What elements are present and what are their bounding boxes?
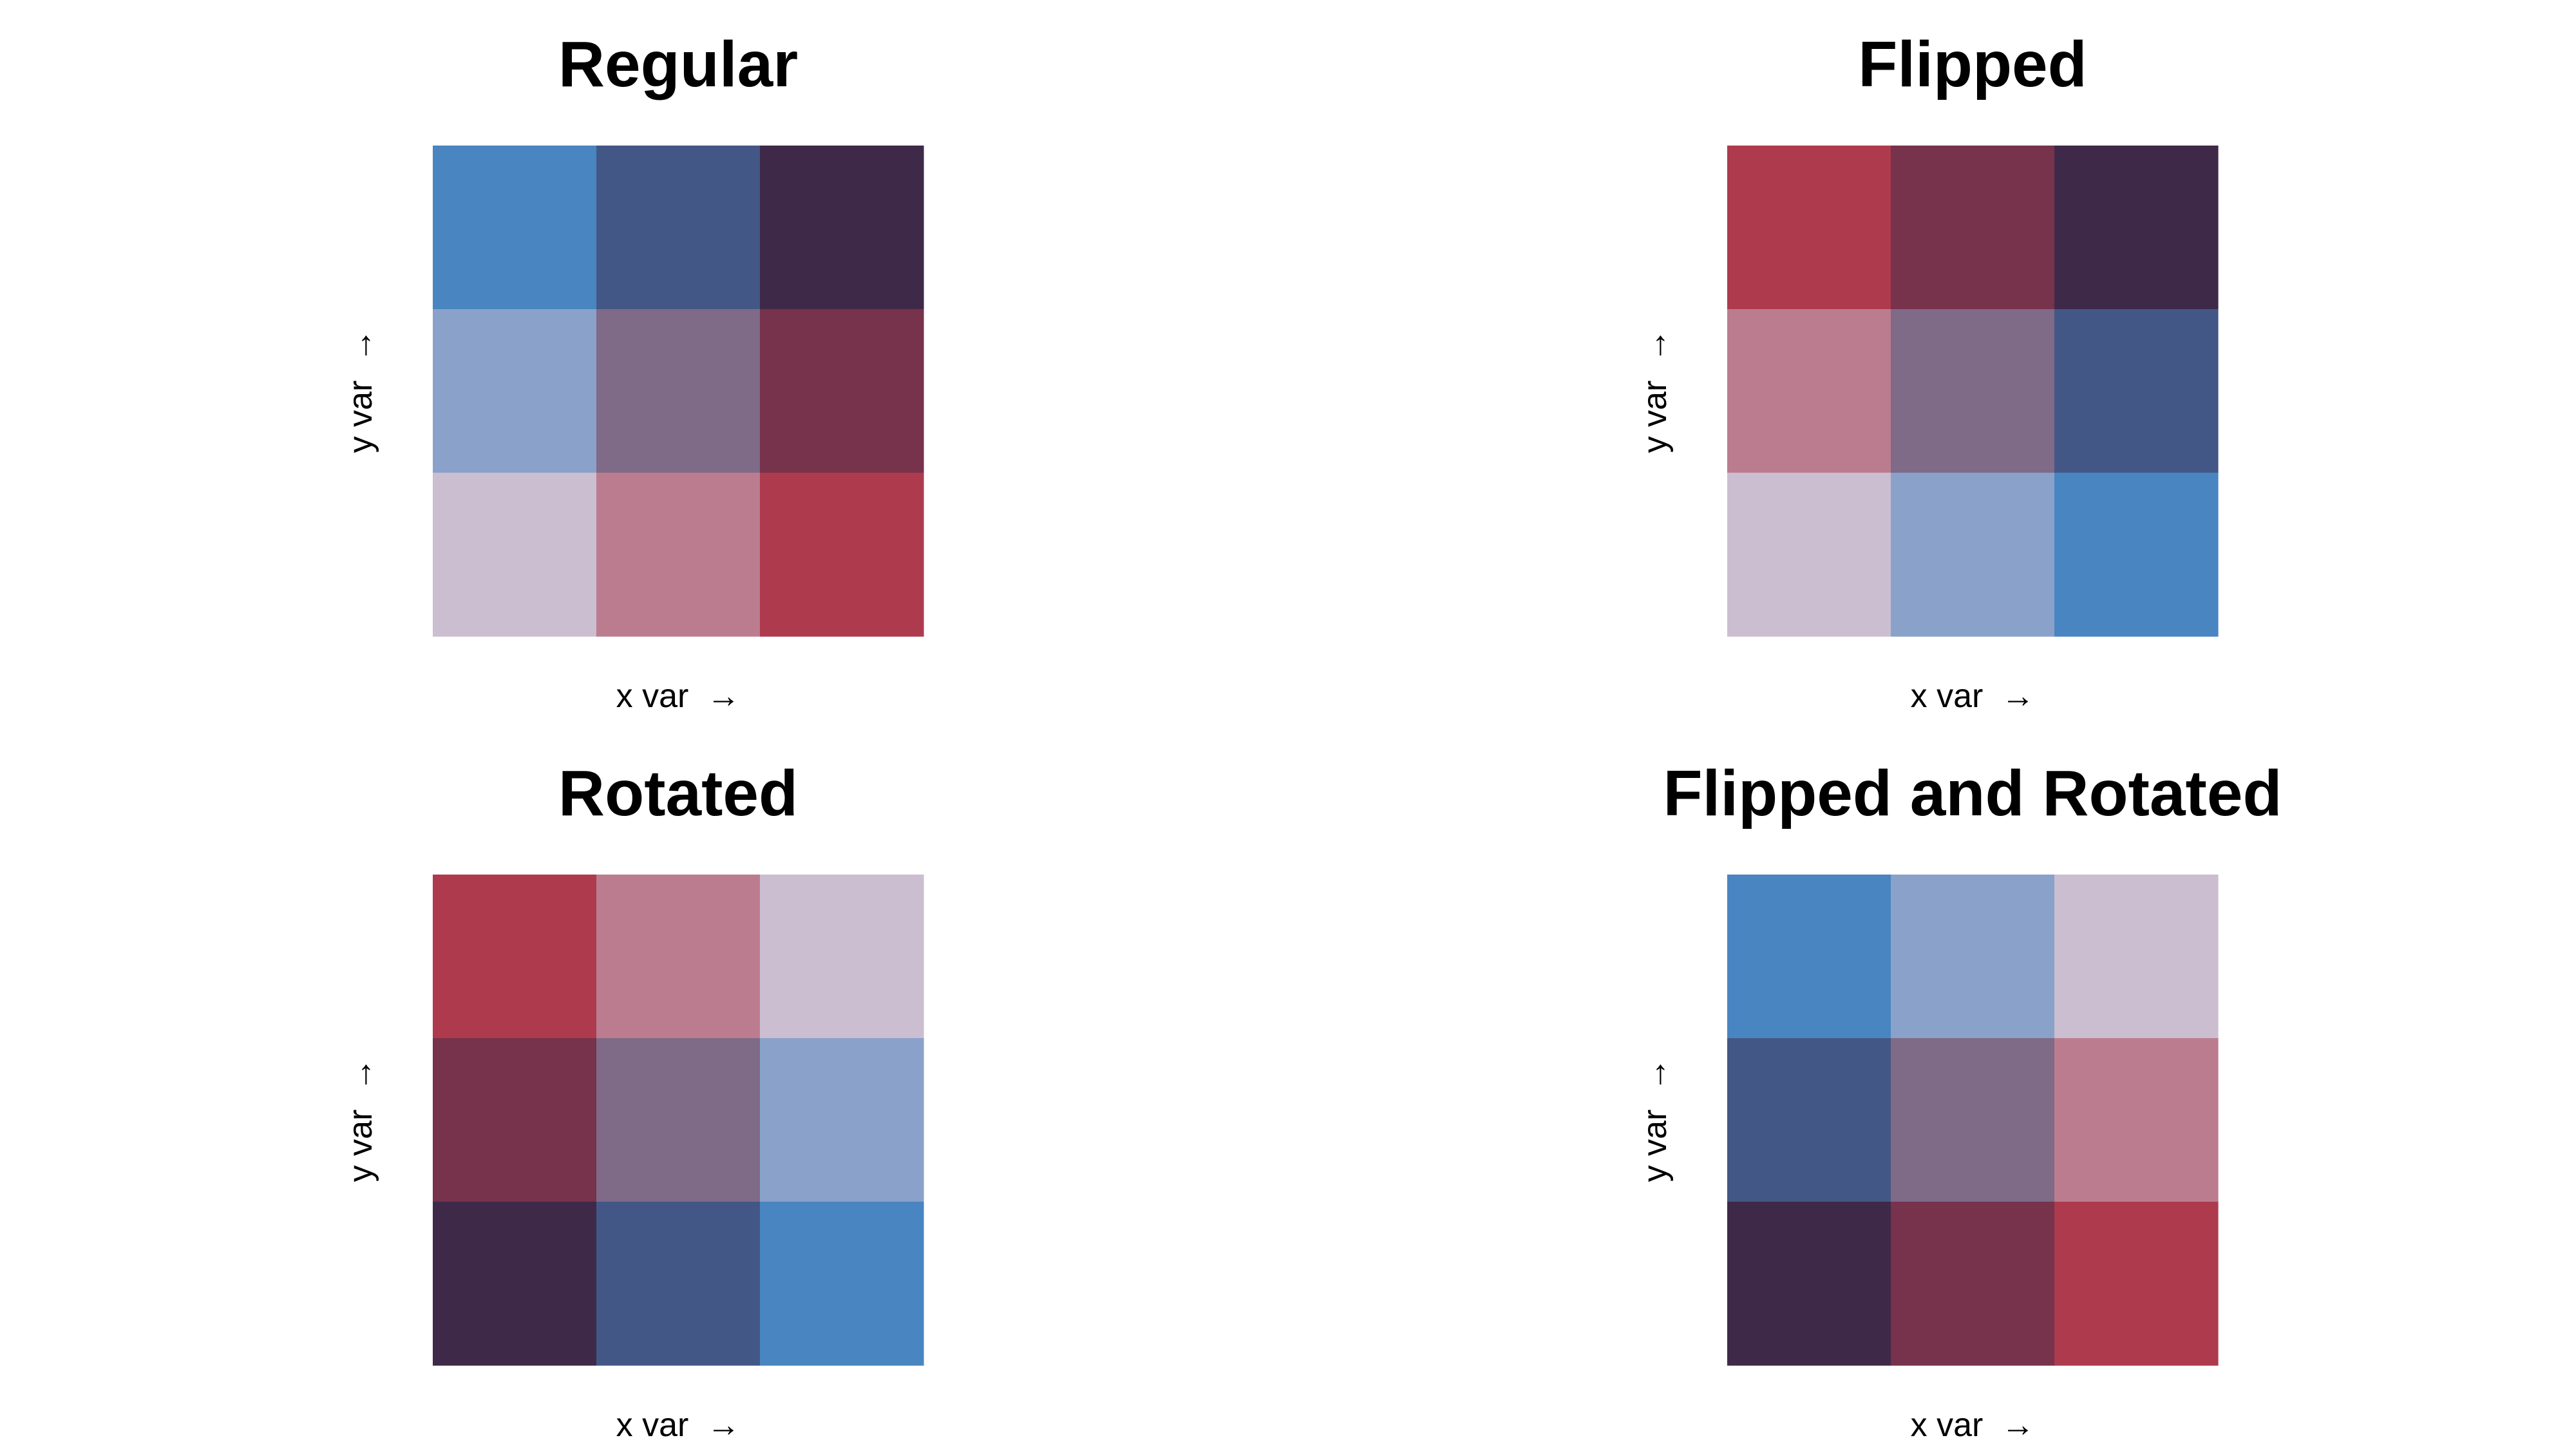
x-axis-label: x var → bbox=[1911, 677, 2035, 715]
x-axis-label-text: x var bbox=[616, 1406, 689, 1444]
heatmap-cell bbox=[1891, 473, 2055, 637]
heatmap-panel: Rotated x var → y var → bbox=[342, 757, 924, 1444]
heatmap-cell bbox=[2054, 146, 2219, 310]
x-axis-label-text: x var bbox=[616, 677, 689, 715]
x-axis-arrow: → bbox=[706, 1406, 740, 1444]
heatmap-cell bbox=[1891, 146, 2055, 310]
heatmap-cell bbox=[433, 1038, 597, 1202]
heatmap-cell bbox=[1727, 1202, 1891, 1366]
y-axis-label-text: y var bbox=[342, 1110, 379, 1182]
heatmap-cell bbox=[1891, 1038, 2055, 1202]
heatmap-cell bbox=[433, 473, 597, 637]
heatmap-cell bbox=[596, 1038, 761, 1202]
panel-title: Flipped and Rotated bbox=[1663, 757, 2282, 829]
heatmap-cell bbox=[1891, 309, 2055, 473]
heatmap-cell bbox=[596, 875, 761, 1039]
y-axis-label-text: y var bbox=[342, 381, 379, 453]
y-axis-arrow: → bbox=[1636, 329, 1674, 363]
heatmap-cell bbox=[433, 1202, 597, 1366]
heatmap-cell bbox=[2054, 473, 2219, 637]
heatmap-cell bbox=[2054, 875, 2219, 1039]
heatmap-cell bbox=[433, 309, 597, 473]
heatmap-panel: Flipped x var → y var → bbox=[1636, 28, 2219, 715]
y-axis-label-text: y var bbox=[1636, 1110, 1674, 1182]
heatmap-cell bbox=[1727, 473, 1891, 637]
x-axis-arrow: → bbox=[2001, 1406, 2034, 1444]
y-axis-label: y var → bbox=[342, 1058, 379, 1182]
panel-title: Flipped bbox=[1858, 28, 2087, 100]
y-axis-arrow: → bbox=[342, 1058, 379, 1092]
heatmap-cell bbox=[596, 309, 761, 473]
y-axis-arrow: → bbox=[1636, 1058, 1674, 1092]
heatmap-cell bbox=[760, 875, 924, 1039]
y-axis-label-text: y var bbox=[1636, 381, 1674, 453]
y-axis-arrow: → bbox=[342, 329, 379, 363]
heatmap-cell bbox=[760, 309, 924, 473]
heatmap-cell bbox=[1727, 1038, 1891, 1202]
heatmap-cell bbox=[1727, 875, 1891, 1039]
heatmap-panel: Regular x var → y var → bbox=[342, 28, 924, 715]
x-axis-arrow: → bbox=[706, 677, 740, 715]
x-axis-label-text: x var bbox=[1911, 677, 1984, 715]
heatmap-panel: Flipped and Rotated x var → y var → bbox=[1636, 757, 2282, 1444]
heatmap-cell bbox=[1727, 309, 1891, 473]
heatmap-cell bbox=[596, 146, 761, 310]
x-axis-label: x var → bbox=[1911, 1406, 2035, 1444]
heatmap-cell bbox=[433, 875, 597, 1039]
y-axis-label: y var → bbox=[342, 329, 379, 453]
heatmap-cell bbox=[760, 146, 924, 310]
x-axis-label: x var → bbox=[616, 1406, 741, 1444]
heatmap-cell bbox=[2054, 1038, 2219, 1202]
heatmap-cell bbox=[1891, 1202, 2055, 1366]
heatmap-cell bbox=[760, 1202, 924, 1366]
x-axis-label: x var → bbox=[616, 677, 741, 715]
heatmap-cell bbox=[760, 473, 924, 637]
y-axis-label: y var → bbox=[1636, 1058, 1674, 1182]
panel-title: Rotated bbox=[558, 757, 798, 829]
x-axis-arrow: → bbox=[2001, 677, 2034, 715]
heatmap-cell bbox=[596, 473, 761, 637]
y-axis-label: y var → bbox=[1636, 329, 1674, 453]
heatmap-cell bbox=[2054, 1202, 2219, 1366]
heatmap-cell bbox=[760, 1038, 924, 1202]
heatmap-cell bbox=[1891, 875, 2055, 1039]
panel-title: Regular bbox=[558, 28, 798, 100]
heatmap-cell bbox=[596, 1202, 761, 1366]
heatmap-cell bbox=[2054, 309, 2219, 473]
x-axis-label-text: x var bbox=[1911, 1406, 1984, 1444]
heatmap-cell bbox=[433, 146, 597, 310]
heatmap-cell bbox=[1727, 146, 1891, 310]
